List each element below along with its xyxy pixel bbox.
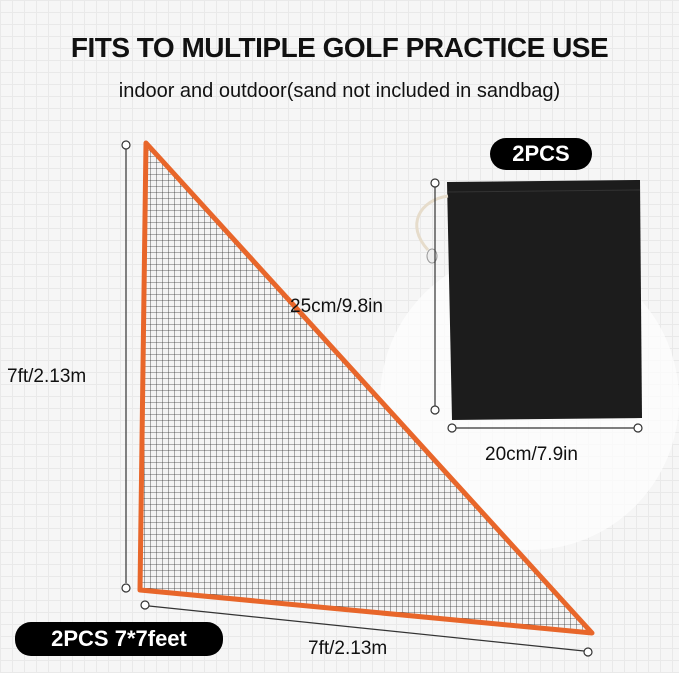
net-width-label: 7ft/2.13m <box>308 638 388 659</box>
bag-height-label: 25cm/9.8in <box>290 296 383 317</box>
sandbag <box>415 180 642 420</box>
page-subtitle: indoor and outdoor(sand not included in … <box>118 80 561 102</box>
bag-width-label: 20cm/7.9in <box>485 444 578 465</box>
golf-net-triangle <box>137 140 595 636</box>
net-height-label: 7ft/2.13m <box>7 366 87 387</box>
net-height-dimension-line <box>121 140 131 593</box>
drawstring <box>415 194 449 252</box>
sandbag-quantity-badge: 2PCS <box>490 138 592 170</box>
net-quantity-badge: 2PCS 7*7feet <box>15 622 223 656</box>
page-title: FITS TO MULTIPLE GOLF PRACTICE USE <box>70 32 609 63</box>
bag-width-dimension-line <box>447 423 643 433</box>
net-width-dimension-line <box>140 600 593 657</box>
bag-height-dimension-line <box>430 178 440 415</box>
